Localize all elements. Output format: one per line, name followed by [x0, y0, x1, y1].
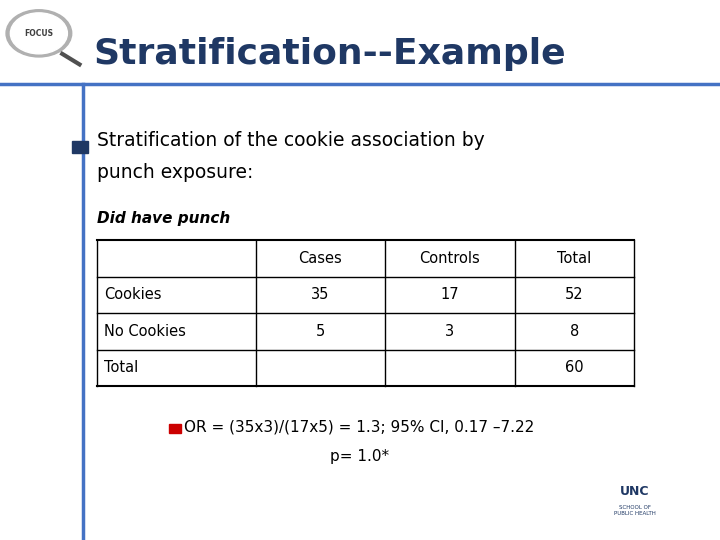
Text: p= 1.0*: p= 1.0*	[330, 449, 390, 464]
Text: Did have punch: Did have punch	[97, 211, 230, 226]
Text: punch exposure:: punch exposure:	[97, 163, 253, 183]
Text: No Cookies: No Cookies	[104, 324, 186, 339]
Text: UNC: UNC	[621, 485, 649, 498]
Text: 17: 17	[441, 287, 459, 302]
Text: 8: 8	[570, 324, 579, 339]
Text: OR = (35x3)/(17x5) = 1.3; 95% CI, 0.17 –7.22: OR = (35x3)/(17x5) = 1.3; 95% CI, 0.17 –…	[184, 419, 534, 434]
Circle shape	[6, 10, 72, 57]
Text: 60: 60	[565, 360, 583, 375]
Text: Controls: Controls	[420, 251, 480, 266]
Text: Total: Total	[104, 360, 139, 375]
Text: 5: 5	[316, 324, 325, 339]
Text: SCHOOL OF
PUBLIC HEALTH: SCHOOL OF PUBLIC HEALTH	[614, 505, 656, 516]
Text: 35: 35	[311, 287, 330, 302]
Text: 52: 52	[565, 287, 583, 302]
Text: FOCUS: FOCUS	[24, 29, 53, 38]
Bar	[169, 424, 181, 433]
Text: Cookies: Cookies	[104, 287, 162, 302]
Text: Cases: Cases	[299, 251, 342, 266]
Text: Stratification of the cookie association by: Stratification of the cookie association…	[97, 131, 485, 150]
Text: Total: Total	[557, 251, 591, 266]
Bar	[72, 141, 88, 153]
Text: Stratification--Example: Stratification--Example	[94, 37, 566, 71]
Circle shape	[10, 13, 68, 54]
Text: 3: 3	[446, 324, 454, 339]
